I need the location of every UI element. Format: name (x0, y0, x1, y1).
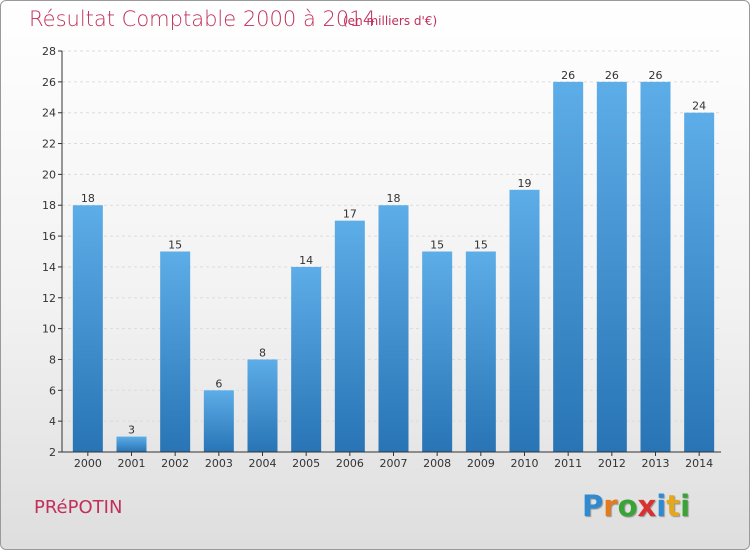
data-label: 18 (81, 192, 95, 205)
x-tick-label: 2012 (598, 457, 626, 470)
logo-letter: i (656, 489, 667, 523)
bar (291, 266, 322, 452)
x-tick-label: 2000 (74, 457, 102, 470)
bar (465, 251, 496, 452)
x-tick-label: 2011 (554, 457, 582, 470)
x-tick-label: 2002 (161, 457, 189, 470)
y-tick-label: 14 (42, 261, 56, 274)
data-label: 6 (215, 377, 222, 390)
x-tick-label: 2010 (511, 457, 539, 470)
data-label: 14 (299, 254, 313, 267)
data-label: 18 (387, 192, 401, 205)
proxiti-logo: Proxiti (582, 489, 690, 523)
logo-letter: o (617, 489, 638, 523)
x-tick-label: 2004 (249, 457, 277, 470)
y-tick-label: 24 (42, 107, 56, 120)
logo-letter: t (666, 489, 681, 523)
data-label: 24 (692, 100, 706, 113)
bar (640, 81, 671, 452)
bar (160, 251, 191, 452)
x-tick-label: 2006 (336, 457, 364, 470)
x-tick-label: 2001 (118, 457, 146, 470)
data-label: 26 (561, 69, 575, 82)
chart-subtitle: (en milliers d'€) (343, 14, 438, 28)
x-tick-label: 2014 (685, 457, 713, 470)
y-tick-label: 2 (49, 446, 56, 459)
data-label: 8 (259, 346, 266, 359)
axes (58, 50, 721, 456)
logo-letter: x (637, 489, 657, 523)
bar (116, 436, 147, 452)
x-tick-label: 2003 (205, 457, 233, 470)
y-tick-label: 18 (42, 199, 56, 212)
commune-name: PRéPOTIN (34, 497, 123, 518)
y-tick-label: 20 (42, 168, 56, 181)
chart-title: Résultat Comptable 2000 à 2014 (29, 7, 376, 31)
x-tick-label: 2005 (292, 457, 320, 470)
data-label: 17 (343, 208, 357, 221)
bar (684, 112, 715, 452)
bar (509, 189, 540, 453)
x-tick-label: 2008 (423, 457, 451, 470)
y-tick-label: 12 (42, 292, 56, 305)
bar (378, 205, 409, 452)
x-tick-label: 2009 (467, 457, 495, 470)
bar (596, 81, 627, 452)
y-tick-label: 28 (42, 45, 56, 58)
bar (422, 251, 453, 452)
data-label: 15 (430, 239, 444, 252)
labels: 2468101214161820222426281820003200115200… (42, 45, 713, 470)
data-label: 3 (128, 424, 135, 437)
y-tick-label: 16 (42, 230, 56, 243)
y-tick-label: 8 (49, 353, 56, 366)
bar (203, 390, 234, 452)
y-tick-label: 6 (49, 384, 56, 397)
data-label: 26 (649, 69, 663, 82)
bars (72, 81, 715, 453)
logo-letter: P (582, 489, 604, 523)
y-tick-label: 4 (49, 415, 56, 428)
x-tick-label: 2007 (380, 457, 408, 470)
bar (334, 220, 365, 452)
logo-letter: i (680, 489, 691, 523)
y-tick-label: 22 (42, 138, 56, 151)
data-label: 26 (605, 69, 619, 82)
logo-letter: r (603, 489, 618, 523)
data-label: 15 (474, 239, 488, 252)
y-tick-label: 26 (42, 76, 56, 89)
data-label: 15 (168, 239, 182, 252)
bar (247, 359, 278, 452)
bar (72, 205, 103, 452)
x-tick-label: 2013 (642, 457, 670, 470)
y-tick-label: 10 (42, 323, 56, 336)
data-label: 19 (518, 177, 532, 190)
bar (553, 81, 584, 452)
